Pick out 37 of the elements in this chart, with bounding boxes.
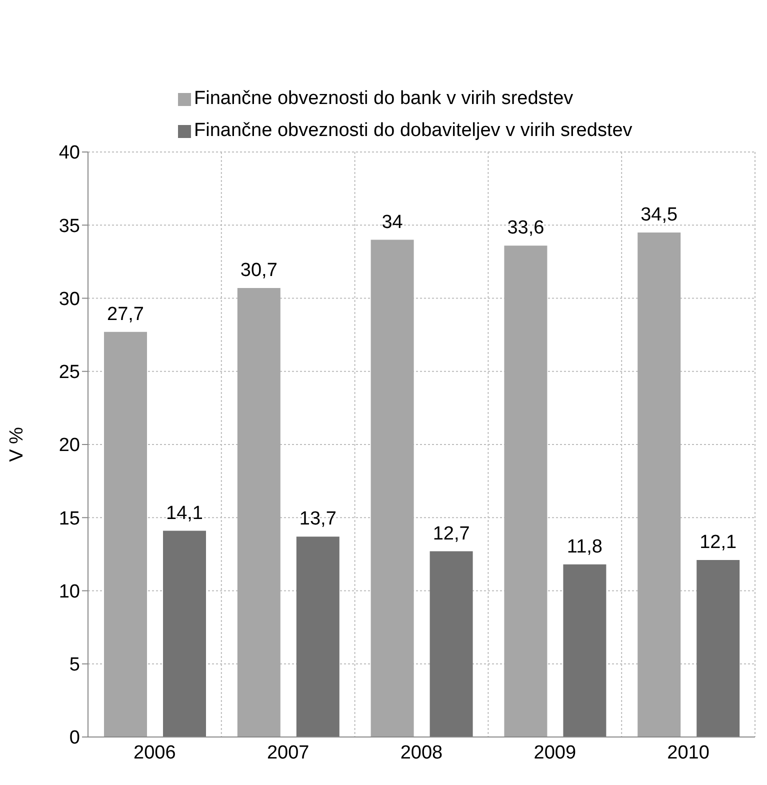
bar	[104, 332, 148, 737]
data-label: 11,8	[566, 536, 602, 558]
bar	[563, 564, 606, 737]
y-tick-label: 25	[58, 362, 80, 384]
bar	[237, 288, 280, 737]
bar	[504, 246, 548, 737]
y-tick-label: 0	[69, 728, 80, 749]
legend-label: Finančne obveznosti do dobaviteljev v virih sredstev	[194, 120, 632, 142]
data-label: 13,7	[299, 508, 336, 530]
bar	[696, 560, 740, 737]
y-tick-label: 40	[58, 142, 80, 164]
y-tick-label: 15	[58, 508, 80, 530]
bar	[430, 551, 473, 737]
bar	[638, 232, 681, 737]
x-tick-label: 2010	[667, 742, 710, 764]
data-label: 34	[382, 212, 404, 233]
data-label: 14,1	[166, 502, 203, 524]
y-axis-title: V %	[6, 426, 28, 462]
legend-label: Finančne obveznosti do bank v virih sredstev	[194, 88, 574, 110]
bar	[163, 530, 206, 737]
x-tick-label: 2008	[400, 742, 443, 764]
data-label: 27,7	[107, 304, 144, 325]
y-tick-label: 5	[69, 654, 80, 676]
bar	[296, 536, 340, 737]
data-label: 12,1	[700, 532, 737, 554]
y-tick-label: 35	[58, 216, 80, 237]
y-tick-label: 10	[58, 581, 80, 602]
y-tick-label: 20	[58, 435, 80, 456]
data-label: 33,6	[507, 218, 544, 239]
x-tick-label: 2007	[266, 742, 310, 764]
x-tick-label: 2009	[534, 742, 576, 764]
data-label: 12,7	[432, 523, 470, 544]
data-label: 34,5	[640, 204, 678, 226]
data-label: 30,7	[240, 260, 278, 282]
x-tick-label: 2006	[134, 742, 176, 764]
bar	[370, 240, 414, 737]
y-tick-label: 30	[58, 288, 80, 310]
